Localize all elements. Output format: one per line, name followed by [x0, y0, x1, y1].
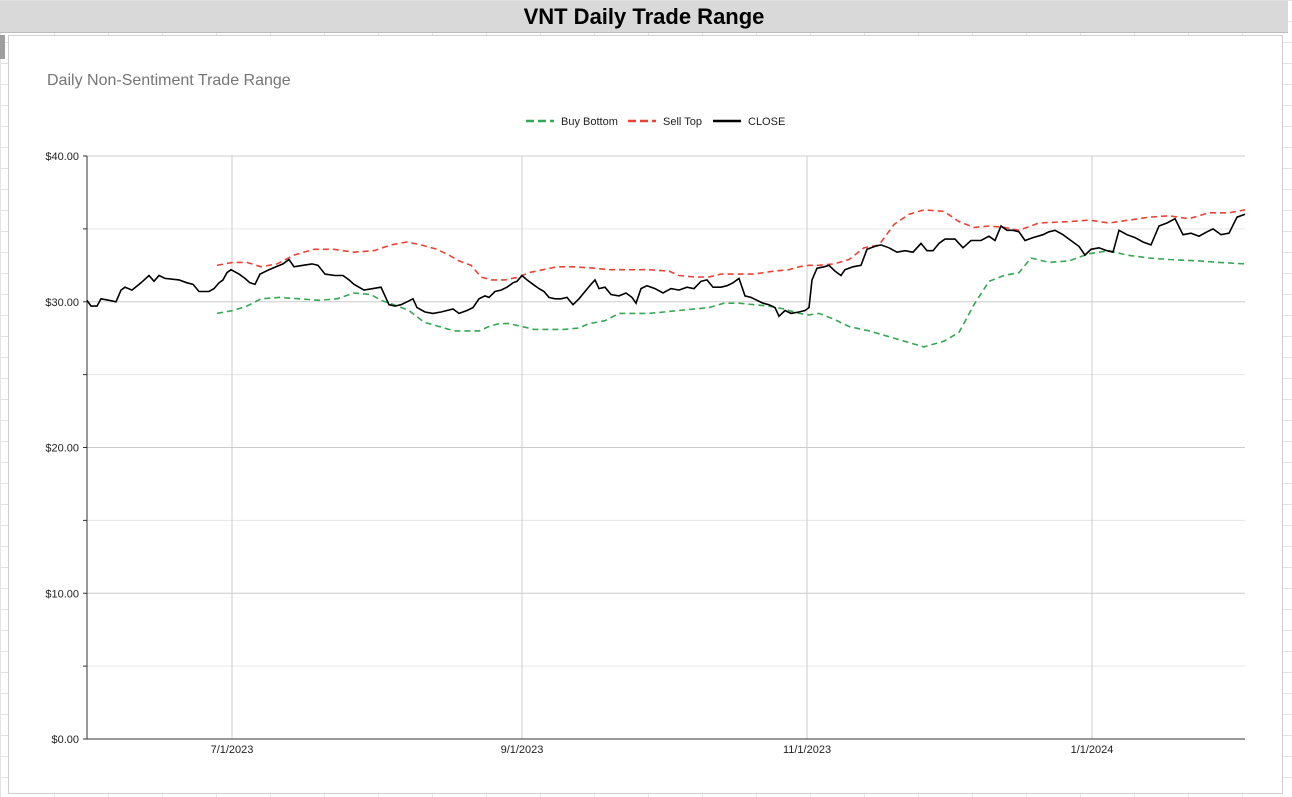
x-tick-label: 11/1/2023 — [783, 744, 831, 756]
x-tick-label: 1/1/2024 — [1071, 744, 1114, 756]
series-line-close — [86, 213, 1246, 318]
y-tick-label: $40.00 — [45, 151, 79, 163]
x-tick-label: 9/1/2023 — [501, 744, 544, 756]
legend-item[interactable]: CLOSE — [713, 116, 785, 128]
legend-label: Buy Bottom — [561, 116, 618, 128]
line-chart: $0.00 $10.00 $20.00 $30.00 $40.00 7/1/2023 9/1… — [45, 116, 1246, 756]
y-tick-label: $30.00 — [45, 297, 79, 309]
sheet-title-bar: VNT Daily Trade Range — [0, 1, 1288, 33]
x-tick-label: 7/1/2023 — [211, 744, 254, 756]
chart-container[interactable]: Daily Non-Sentiment Trade Range $0.00 $10… — [8, 35, 1283, 794]
series-line-buy-bottom — [216, 249, 1246, 348]
y-tick-label: $20.00 — [45, 443, 79, 455]
chart-title: Daily Non-Sentiment Trade Range — [47, 72, 291, 89]
sheet-title: VNT Daily Trade Range — [523, 3, 765, 29]
legend-label: Sell Top — [663, 116, 702, 128]
legend-label: CLOSE — [748, 116, 785, 128]
series-line-sell-top — [216, 209, 1246, 281]
row-resize-handle[interactable] — [0, 35, 5, 59]
legend-item[interactable]: Sell Top — [628, 116, 702, 128]
y-tick-label: $0.00 — [51, 734, 79, 746]
legend-item[interactable]: Buy Bottom — [526, 116, 618, 128]
y-tick-label: $10.00 — [45, 588, 79, 600]
